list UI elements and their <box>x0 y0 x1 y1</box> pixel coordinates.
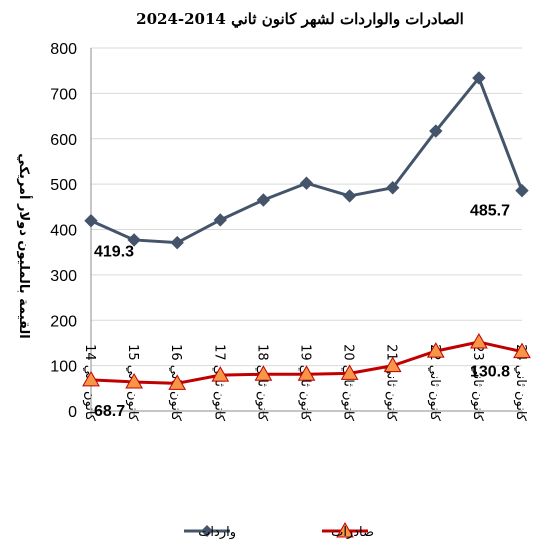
data-label: 419.3 <box>94 244 134 261</box>
data-point <box>127 233 141 247</box>
legend: واردات صادرات <box>184 521 374 540</box>
x-tick-label: كانون ثاني 20 <box>341 344 356 422</box>
data-point <box>213 213 228 227</box>
y-tick-label: 300 <box>50 268 77 285</box>
x-tick-label: كانون ثاني 21 <box>384 344 399 422</box>
y-tick-label: 800 <box>50 41 77 58</box>
data-point <box>513 342 531 359</box>
data-point <box>211 366 230 382</box>
data-label: 68.7 <box>94 403 125 420</box>
x-tick-label: كانون ثاني 19 <box>298 344 313 422</box>
y-tick-label: 0 <box>68 404 77 421</box>
x-tick-label: كانون ثاني 17 <box>211 344 226 422</box>
chart-title: الصادرات والواردات لشهر كانون ثاني 2014-… <box>136 10 464 29</box>
y-tick-label: 100 <box>50 359 77 376</box>
data-labels: 419.3 485.7 68.7 130.8 <box>94 203 510 420</box>
series-layer <box>82 71 531 390</box>
y-tick-label: 400 <box>50 223 77 240</box>
data-point <box>82 370 100 387</box>
x-tick-label: كانون ثاني 18 <box>254 344 269 422</box>
y-axis-ticks: 0 100 200 300 400 500 600 700 800 <box>50 41 77 421</box>
legend-label: صادرات <box>331 525 374 540</box>
data-point <box>299 176 314 190</box>
data-point <box>340 364 359 380</box>
data-point <box>515 183 529 198</box>
legend-marker <box>336 521 354 538</box>
axes <box>90 48 523 416</box>
data-point <box>170 235 184 250</box>
y-tick-label: 500 <box>50 177 77 194</box>
series-line <box>90 76 524 245</box>
series-1 <box>82 333 531 390</box>
data-point <box>254 365 273 381</box>
legend-item-imports: واردات <box>184 525 236 540</box>
data-label: 485.7 <box>470 203 510 220</box>
legend-marker <box>201 525 213 537</box>
data-point <box>472 71 486 85</box>
x-tick-label: كانون ثاني 22 <box>427 344 442 422</box>
gridlines <box>91 47 522 367</box>
data-point <box>84 214 98 228</box>
series-0 <box>84 71 529 250</box>
data-point <box>383 356 402 373</box>
y-tick-label: 200 <box>50 313 77 330</box>
data-point <box>168 374 187 390</box>
y-tick-label: 600 <box>50 132 77 149</box>
y-tick-label: 700 <box>50 86 77 103</box>
legend-item-exports: صادرات <box>322 521 374 540</box>
data-label: 130.8 <box>470 364 510 381</box>
y-axis-label: القيمة بالمليون دولار أمريكي <box>16 153 33 339</box>
data-point <box>256 193 271 207</box>
data-point <box>297 365 316 381</box>
data-point <box>342 189 357 203</box>
data-point <box>429 124 443 138</box>
data-point <box>470 333 488 349</box>
data-point <box>426 342 445 358</box>
data-point <box>125 372 143 389</box>
x-tick-label: كانون ثاني 23 <box>470 344 485 422</box>
x-tick-label: كانون ثاني 24 <box>513 344 528 422</box>
data-point <box>385 181 400 195</box>
legend-label: واردات <box>198 525 236 540</box>
